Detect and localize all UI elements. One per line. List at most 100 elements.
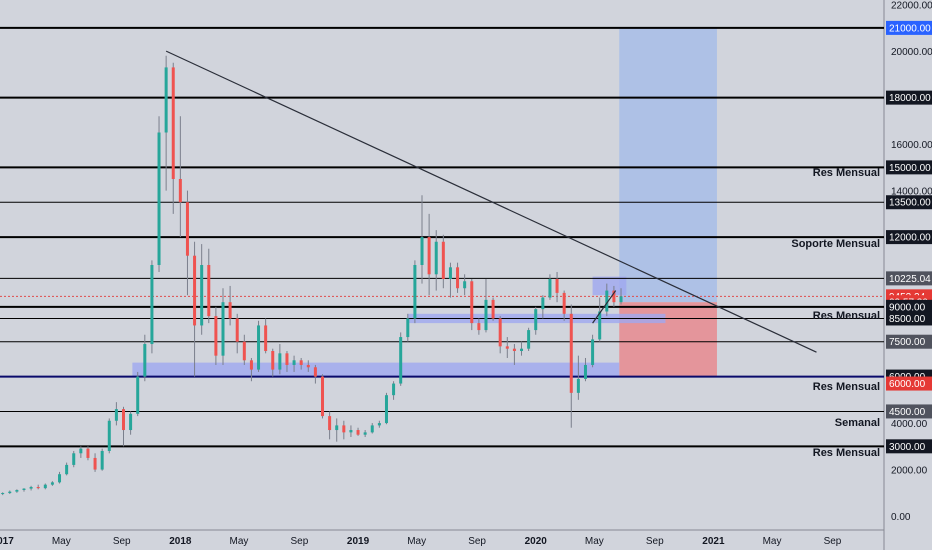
candle-body bbox=[406, 318, 410, 338]
trendline[interactable] bbox=[592, 290, 617, 324]
candle bbox=[576, 355, 580, 400]
candle bbox=[498, 316, 502, 354]
candle bbox=[143, 334, 147, 382]
candle-body bbox=[605, 290, 609, 312]
candle-body bbox=[548, 278, 552, 298]
price-badge-bg bbox=[886, 334, 932, 349]
candle-body bbox=[448, 267, 452, 279]
candle-body bbox=[562, 292, 566, 314]
price-badge-bg bbox=[886, 90, 932, 105]
price-badge-label: 12000.00 bbox=[889, 233, 931, 244]
position-stop-zone[interactable] bbox=[619, 302, 717, 377]
candle bbox=[193, 241, 197, 377]
price-badge: 6000.00 bbox=[886, 376, 932, 391]
candle bbox=[43, 483, 47, 490]
candle-body bbox=[114, 409, 118, 421]
candle bbox=[456, 262, 460, 293]
candle-body bbox=[193, 255, 197, 326]
time-tick-label: 2017 bbox=[0, 536, 14, 547]
candle bbox=[36, 484, 40, 490]
candle bbox=[335, 418, 339, 442]
candle bbox=[185, 190, 189, 296]
candle-body bbox=[342, 425, 346, 433]
time-tick-label: Sep bbox=[291, 536, 309, 547]
time-tick-label: May bbox=[763, 536, 782, 547]
price-badge: 9000.00 bbox=[886, 299, 932, 314]
time-axis-background[interactable] bbox=[0, 530, 884, 550]
candle bbox=[50, 481, 54, 486]
candle bbox=[306, 360, 310, 372]
annotations: Res Mensual Soporte Mensual Res Mensual Res… bbox=[791, 167, 880, 459]
trendlines[interactable] bbox=[165, 50, 817, 353]
candle-body bbox=[207, 265, 211, 317]
candle-body bbox=[121, 409, 125, 431]
price-badge-label: 4500.00 bbox=[889, 407, 926, 418]
candle-body bbox=[86, 448, 90, 458]
candle-body bbox=[456, 267, 460, 289]
candle-body bbox=[129, 413, 133, 431]
candle-body bbox=[257, 325, 261, 370]
candle bbox=[470, 278, 474, 331]
candle-body bbox=[349, 430, 353, 433]
candle-body bbox=[576, 378, 580, 393]
candle-body bbox=[150, 265, 154, 345]
candle bbox=[214, 306, 218, 365]
candle-body bbox=[171, 67, 175, 179]
candle bbox=[484, 278, 488, 333]
time-tick-label: 2018 bbox=[169, 536, 192, 547]
price-badge-bg bbox=[886, 160, 932, 175]
candle bbox=[200, 244, 204, 335]
price-badge-bg bbox=[886, 311, 932, 326]
price-axis-badges: 21000.00 18000.00 15000.00 13500.00 12000.00… bbox=[886, 20, 932, 454]
price-badge: 15000.00 bbox=[886, 160, 932, 175]
candle-body bbox=[463, 281, 467, 289]
trendline[interactable] bbox=[165, 50, 817, 353]
candle-body bbox=[392, 383, 396, 396]
candle-body bbox=[100, 450, 104, 470]
price-badge-bg bbox=[886, 299, 932, 314]
candle-body bbox=[292, 360, 296, 365]
candle bbox=[271, 348, 275, 377]
candle bbox=[363, 430, 367, 438]
price-badge-label: 7500.00 bbox=[889, 337, 926, 348]
price-badge-label: 13500.00 bbox=[889, 198, 931, 209]
support-zone[interactable] bbox=[132, 362, 620, 377]
candle bbox=[285, 351, 289, 372]
candle bbox=[321, 374, 325, 419]
candle bbox=[121, 406, 125, 447]
candle-body bbox=[363, 432, 367, 435]
candle-body bbox=[420, 237, 424, 265]
candle-body bbox=[22, 488, 26, 491]
candle bbox=[65, 462, 69, 476]
candle-body bbox=[399, 337, 403, 384]
candle bbox=[235, 313, 239, 354]
candle-body bbox=[328, 416, 332, 431]
candle bbox=[328, 411, 332, 440]
candle bbox=[242, 334, 246, 365]
time-tick-label: 2020 bbox=[525, 536, 548, 547]
candle-body bbox=[527, 330, 531, 349]
candle-body bbox=[306, 364, 310, 368]
candle bbox=[171, 62, 175, 214]
candle bbox=[569, 304, 573, 428]
candle-body bbox=[278, 353, 282, 370]
candle bbox=[349, 425, 353, 438]
candle-body bbox=[619, 296, 623, 303]
candle bbox=[93, 453, 97, 472]
candle bbox=[541, 295, 545, 319]
candle bbox=[356, 427, 360, 436]
support-zone[interactable] bbox=[592, 276, 627, 296]
candle-body bbox=[427, 237, 431, 275]
candle bbox=[619, 288, 623, 305]
candle bbox=[1, 492, 5, 496]
candle-body bbox=[534, 309, 538, 331]
candle bbox=[292, 355, 296, 372]
candle-body bbox=[555, 278, 559, 293]
level-annotation: Res Mensual bbox=[813, 381, 880, 393]
candle bbox=[228, 285, 232, 326]
position-profit-zone[interactable] bbox=[619, 27, 717, 303]
candle-body bbox=[299, 360, 303, 365]
level-lines[interactable] bbox=[0, 26, 884, 448]
candle-body bbox=[413, 265, 417, 319]
